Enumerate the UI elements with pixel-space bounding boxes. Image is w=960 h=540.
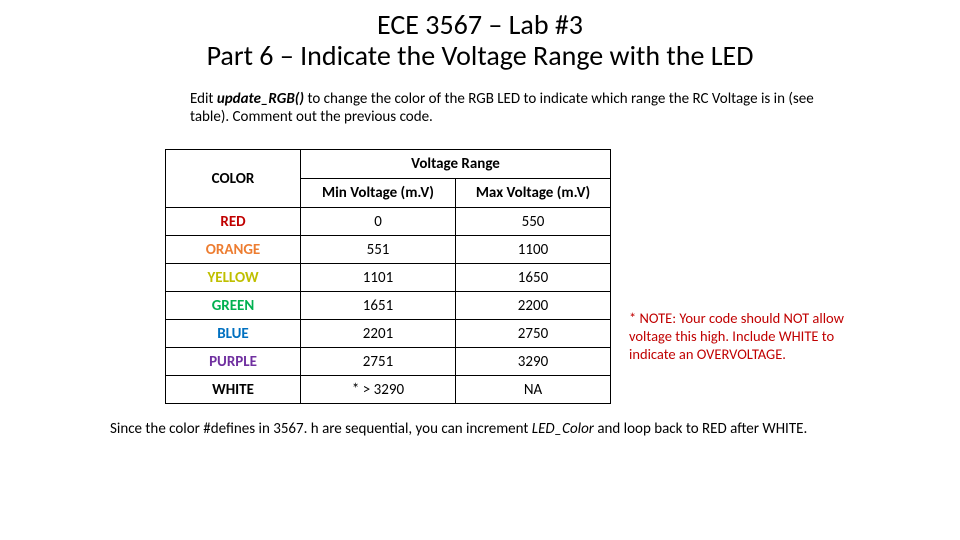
voltage-table: COLOR Voltage Range Min Voltage (m.V) Ma…	[165, 149, 611, 404]
max-voltage-cell: 2750	[456, 320, 611, 348]
instruction-text: Edit update_RGB() to change the color of…	[190, 90, 820, 128]
footer-p2: and loop back to RED after WHITE.	[594, 420, 807, 438]
th-color: COLOR	[166, 150, 301, 208]
color-cell: ORANGE	[166, 236, 301, 264]
footer-p1: Since the color #defines in 3567. h are …	[110, 420, 532, 438]
min-voltage-cell: 2751	[301, 348, 456, 376]
led-color-var: LED_Color	[532, 420, 594, 438]
course-title: ECE 3567 – Lab #3	[70, 10, 890, 41]
th-range: Voltage Range	[301, 150, 611, 179]
max-voltage-cell: 550	[456, 208, 611, 236]
color-cell: PURPLE	[166, 348, 301, 376]
min-voltage-cell: 551	[301, 236, 456, 264]
min-voltage-cell: 0	[301, 208, 456, 236]
overvoltage-note: * NOTE: Your code should NOT allow volta…	[629, 309, 864, 363]
table-row: ORANGE5511100	[166, 236, 611, 264]
max-voltage-cell: NA	[456, 376, 611, 404]
table-row: PURPLE27513290	[166, 348, 611, 376]
th-max: Max Voltage (m.V)	[456, 179, 611, 208]
function-name: update_RGB()	[217, 90, 304, 108]
content-row: COLOR Voltage Range Min Voltage (m.V) Ma…	[165, 149, 920, 404]
table-row: RED0550	[166, 208, 611, 236]
max-voltage-cell: 2200	[456, 292, 611, 320]
color-cell: BLUE	[166, 320, 301, 348]
instr-prefix: Edit	[190, 90, 217, 108]
min-voltage-cell: 1651	[301, 292, 456, 320]
table-row: BLUE22012750	[166, 320, 611, 348]
color-cell: RED	[166, 208, 301, 236]
min-voltage-cell: 2201	[301, 320, 456, 348]
max-voltage-cell: 3290	[456, 348, 611, 376]
color-cell: YELLOW	[166, 264, 301, 292]
max-voltage-cell: 1100	[456, 236, 611, 264]
part-subtitle: Part 6 – Indicate the Voltage Range with…	[70, 41, 890, 72]
color-cell: GREEN	[166, 292, 301, 320]
color-cell: WHITE	[166, 376, 301, 404]
max-voltage-cell: 1650	[456, 264, 611, 292]
title-block: ECE 3567 – Lab #3 Part 6 – Indicate the …	[70, 10, 890, 72]
table-row: YELLOW11011650	[166, 264, 611, 292]
footer-text: Since the color #defines in 3567. h are …	[110, 420, 940, 439]
min-voltage-cell: 1101	[301, 264, 456, 292]
th-min: Min Voltage (m.V)	[301, 179, 456, 208]
table-row: WHITE* > 3290NA	[166, 376, 611, 404]
min-voltage-cell: * > 3290	[301, 376, 456, 404]
table-row: GREEN16512200	[166, 292, 611, 320]
slide: ECE 3567 – Lab #3 Part 6 – Indicate the …	[0, 0, 960, 540]
